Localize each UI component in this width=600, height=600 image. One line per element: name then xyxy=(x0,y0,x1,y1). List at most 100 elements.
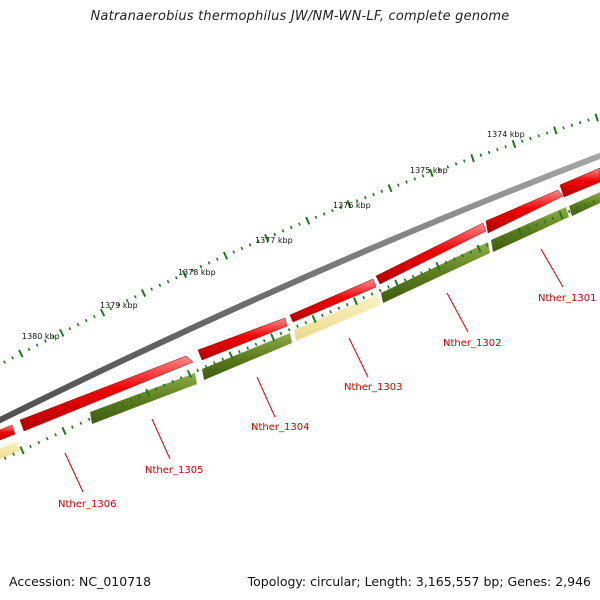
outer-tick-75 xyxy=(594,113,599,122)
inner-tick-39 xyxy=(304,320,308,325)
outer-tick-20 xyxy=(140,288,147,298)
inner-tick-4 xyxy=(12,452,16,456)
outer-tick-35 xyxy=(264,233,270,242)
outer-tick-44 xyxy=(339,205,342,210)
cog-nther-1303 xyxy=(381,242,490,303)
inner-tick-14 xyxy=(96,413,99,418)
inner-tick-20 xyxy=(145,388,151,397)
outer-tick-51 xyxy=(397,183,400,187)
scale-label-1378: 1378 kbp xyxy=(178,268,216,277)
inner-tick-25 xyxy=(186,369,193,379)
inner-tick-64 xyxy=(510,233,514,237)
inner-tick-35 xyxy=(270,333,276,342)
outer-tick-45 xyxy=(346,200,352,209)
inner-tick-47 xyxy=(370,292,374,296)
inner-tick-22 xyxy=(163,383,166,387)
inner-tick-11 xyxy=(71,425,74,429)
inner-tick-61 xyxy=(485,243,489,247)
outer-tick-38 xyxy=(289,225,293,230)
inner-tick-40 xyxy=(311,314,317,324)
inner-tick-51 xyxy=(403,278,407,282)
inner-tick-6 xyxy=(29,444,32,449)
inner-tick-18 xyxy=(129,398,133,403)
cds-nther-1301 xyxy=(559,167,600,198)
outer-tick-48 xyxy=(372,192,375,197)
outer-tick-40 xyxy=(305,216,311,225)
outer-tick-32 xyxy=(240,246,244,251)
inner-tick-19 xyxy=(138,394,141,399)
inner-tick-70 xyxy=(558,210,564,219)
cog-nther-1306 xyxy=(90,373,197,424)
inner-tick-58 xyxy=(461,253,464,258)
inner-tick-69 xyxy=(551,216,555,220)
inner-tick-16 xyxy=(112,406,116,410)
outer-tick-25 xyxy=(181,269,188,279)
outer-tick-10 xyxy=(59,328,65,337)
accession-text: Accession: NC_010718 xyxy=(9,574,152,589)
outer-tick-29 xyxy=(215,257,219,261)
gene-label-nther-1305: Nther_1305 xyxy=(145,465,203,476)
inner-tick-59 xyxy=(469,250,473,254)
inner-tick-3 xyxy=(3,456,7,460)
cog-nther-1305 xyxy=(202,333,292,380)
outer-tick-42 xyxy=(322,212,326,216)
inner-tick-49 xyxy=(387,285,390,289)
outer-tick-21 xyxy=(150,287,154,291)
inner-tick-30 xyxy=(228,351,234,360)
outer-tick-17 xyxy=(117,302,121,307)
cds-partial-left xyxy=(0,424,16,441)
inner-tick-33 xyxy=(254,342,258,347)
outer-tick-34 xyxy=(257,239,260,244)
inner-tick-43 xyxy=(337,306,341,310)
outer-tick-64 xyxy=(504,145,507,149)
cds-nther-1303 xyxy=(375,222,487,285)
outer-tick-65 xyxy=(511,139,517,149)
outer-tick-28 xyxy=(207,261,211,265)
inner-tick-62 xyxy=(494,240,497,244)
outer-tick-62 xyxy=(487,150,491,155)
inner-tick-52 xyxy=(411,274,415,279)
outer-tick-26 xyxy=(191,268,195,273)
inner-tick-63 xyxy=(502,236,505,241)
inner-tick-7 xyxy=(37,440,41,445)
genome-backbone xyxy=(0,152,600,424)
scale-label-1376: 1376 kbp xyxy=(333,201,371,210)
outer-tick-27 xyxy=(199,264,203,269)
inner-tick-10 xyxy=(61,426,67,436)
inner-tick-24 xyxy=(179,376,183,380)
outer-tick-15 xyxy=(99,308,106,317)
gene-label-nther-1304: Nther_1304 xyxy=(251,422,309,433)
inner-tick-48 xyxy=(378,288,382,293)
inner-tick-55 xyxy=(435,261,441,271)
cds-nther-1304 xyxy=(289,278,377,323)
cds-nther-1306 xyxy=(19,355,194,432)
inner-tick-13 xyxy=(87,417,91,422)
inner-tick-46 xyxy=(362,295,366,300)
gene-label-nther-1306: Nther_1306 xyxy=(58,499,116,510)
inner-tick-32 xyxy=(246,346,250,350)
outer-tick-66 xyxy=(520,139,524,143)
outer-tick-14 xyxy=(92,314,96,319)
cog-nther-1304 xyxy=(294,294,380,341)
outer-tick-74 xyxy=(587,118,590,122)
gene-label-nther-1301: Nther_1301 xyxy=(538,293,596,304)
inner-tick-34 xyxy=(262,339,266,343)
inner-tick-ring xyxy=(3,194,600,460)
inner-tick-44 xyxy=(345,302,349,307)
outer-tick-54 xyxy=(421,174,425,178)
outer-tick-60 xyxy=(470,153,475,163)
outer-tick-56 xyxy=(438,168,441,172)
inner-tick-42 xyxy=(329,310,332,314)
outer-tick-8 xyxy=(43,339,47,343)
outer-tick-39 xyxy=(298,222,301,226)
outer-tick-47 xyxy=(364,196,367,200)
inner-tick-29 xyxy=(221,357,225,361)
inner-tick-31 xyxy=(238,350,241,354)
outer-tick-72 xyxy=(570,123,574,127)
outer-tick-31 xyxy=(232,250,236,254)
outer-tick-52 xyxy=(405,180,408,184)
inner-tick-60 xyxy=(476,244,482,253)
scale-label-1380: 1380 kbp xyxy=(22,332,60,341)
label-leaders xyxy=(64,248,564,493)
